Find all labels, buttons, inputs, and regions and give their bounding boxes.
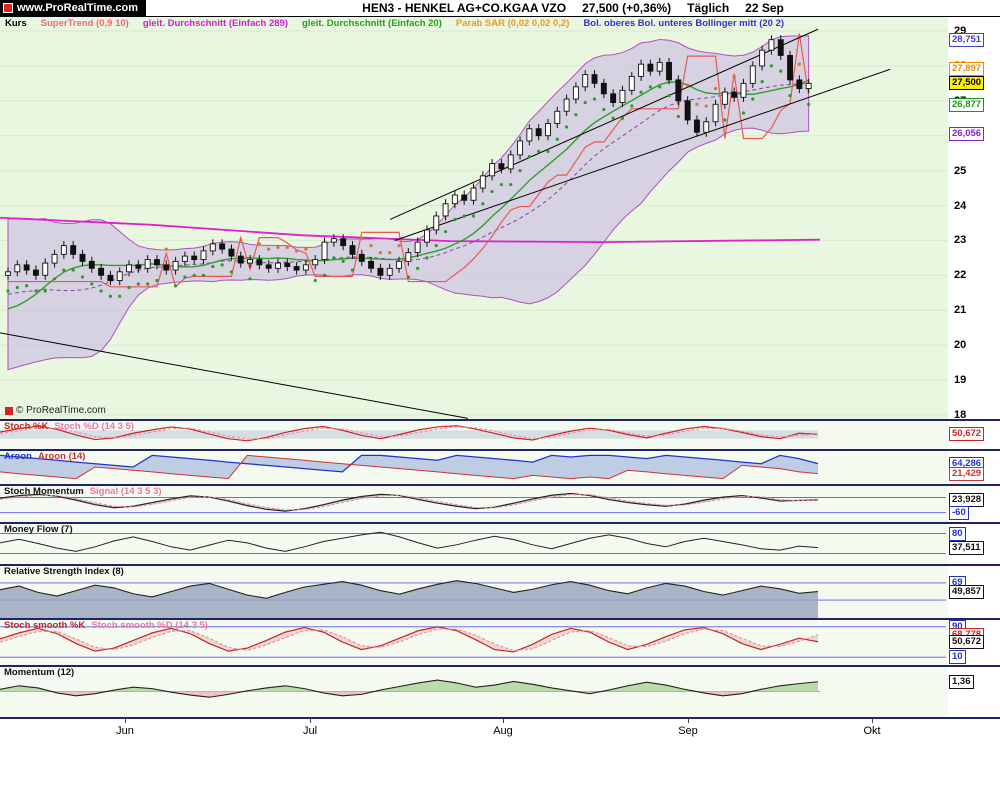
legend-item: Bol. oberes Bol. unteres Bollinger mitt … <box>583 18 785 29</box>
main-chart-canvas[interactable] <box>0 17 1000 424</box>
indicator-value-box: 80 <box>949 526 966 541</box>
panel-label: Aroon <box>4 451 32 462</box>
indicator-value-box: 50,672 <box>949 427 985 442</box>
panel-label: Stoch smooth %D (14 3 5) <box>91 620 208 631</box>
legend-item: gleit. Durchschnitt (Einfach 20) <box>302 18 442 29</box>
date-label: 22 Sep <box>745 1 784 15</box>
price-chart-svg[interactable] <box>0 17 948 419</box>
panel-label: Stoch Momentum <box>4 486 84 497</box>
panel-momentum[interactable]: Momentum (12) 1,36 <box>0 667 1000 719</box>
panel-label: Stoch smooth %K <box>4 620 86 631</box>
x-axis-tick <box>688 719 689 723</box>
panel-label: Money Flow (7) <box>4 524 73 535</box>
main-chart[interactable]: Kurs SuperTrend (0,9 10) gleit. Durchschn… <box>0 17 1000 421</box>
panel-label: Momentum (12) <box>4 667 75 678</box>
panel-label: Relative Strength Index (8) <box>4 566 124 577</box>
panel-title: Aroon Aroon (14) <box>4 451 85 462</box>
panel-label: Aroon (14) <box>37 451 86 462</box>
chart-title: HEN3 - HENKEL AG+CO.KGAA VZO 27,500 (+0,… <box>146 1 1000 15</box>
kurs-label: Kurs <box>5 18 27 29</box>
panel-title: Momentum (12) <box>4 667 74 678</box>
indicator-value-box: 50,672 <box>949 634 985 649</box>
panel-title: Money Flow (7) <box>4 524 73 535</box>
stoch-smooth-svg[interactable] <box>0 620 948 665</box>
aroon-svg[interactable] <box>0 451 948 484</box>
panel-title: Stoch smooth %K Stoch smooth %D (14 3 5) <box>4 620 208 631</box>
rsi-svg[interactable] <box>0 566 948 618</box>
timeframe-label: Täglich <box>687 1 730 15</box>
indicator-value-box: 1,36 <box>949 674 974 689</box>
symbol-name: HEN3 - HENKEL AG+CO.KGAA VZO <box>362 1 567 15</box>
stoch-momentum-svg[interactable] <box>0 486 948 522</box>
panel-title: Relative Strength Index (8) <box>4 566 124 577</box>
x-axis-tick <box>872 719 873 723</box>
legend-item: SuperTrend (0,9 10) <box>40 18 129 29</box>
x-axis-tick <box>125 719 126 723</box>
panel-label: Stoch %D (14 3 5) <box>54 421 135 432</box>
panel-title: Stoch %K Stoch %D (14 3 5) <box>4 421 134 432</box>
panel-label: Stoch %K <box>4 421 49 432</box>
panel-stoch-momentum[interactable]: Stoch Momentum Signal (14 3 5 3) 23,928 -60… <box>0 486 1000 524</box>
panels: Stoch %K Stoch %D (14 3 5) 50,672 Aroon Aroo… <box>0 421 1000 719</box>
x-axis-month-label: Sep <box>678 725 698 737</box>
panel-stoch-smooth[interactable]: Stoch smooth %K Stoch smooth %D (14 3 5) 9… <box>0 620 1000 667</box>
copyright: © ProRealTime.com <box>5 405 106 416</box>
momentum-svg[interactable] <box>0 667 948 717</box>
copyright-logo-icon <box>5 406 13 415</box>
quote-value: 27,500 (+0,36%) <box>582 1 672 15</box>
panel-title: Stoch Momentum Signal (14 3 5 3) <box>4 486 162 497</box>
prorealtime-logo-icon <box>3 3 13 13</box>
indicator-value-box: -60 <box>949 505 969 520</box>
x-axis-tick <box>503 719 504 723</box>
header: www.ProRealTime.com HEN3 - HENKEL AG+CO.… <box>0 0 1000 17</box>
indicator-value-box: 21,429 <box>949 466 985 481</box>
panel-stoch[interactable]: Stoch %K Stoch %D (14 3 5) 50,672 <box>0 421 1000 451</box>
money-flow-svg[interactable] <box>0 524 948 564</box>
panel-rsi[interactable]: Relative Strength Index (8) 69 49,857 <box>0 566 1000 620</box>
site-url: www.ProRealTime.com <box>17 2 139 14</box>
legend-item: gleit. Durchschnitt (Einfach 289) <box>142 18 288 29</box>
x-axis-month-label: Jun <box>116 725 134 737</box>
x-axis-tick <box>310 719 311 723</box>
legend-item: Parab SAR (0,02 0,02 0,2) <box>455 18 570 29</box>
panel-money-flow[interactable]: Money Flow (7) 80 37,511 <box>0 524 1000 566</box>
x-axis-month-label: Jul <box>302 725 318 737</box>
indicator-value-box: 49,857 <box>949 584 985 599</box>
x-axis-month-label: Aug <box>493 725 513 737</box>
indicator-value-box: 37,511 <box>949 540 984 555</box>
panel-aroon[interactable]: Aroon Aroon (14) 64,286 21,429 <box>0 451 1000 486</box>
panel-label: Signal (14 3 5 3) <box>89 486 162 497</box>
site-link[interactable]: www.ProRealTime.com <box>0 0 147 17</box>
x-axis-month-label: Okt <box>863 725 881 737</box>
chart-legend: Kurs SuperTrend (0,9 10) gleit. Durchschn… <box>5 18 784 29</box>
stoch-svg[interactable] <box>0 421 948 449</box>
indicator-value-box: 10 <box>949 650 966 665</box>
x-axis: Jun Jul Aug Sep Okt <box>0 719 1000 741</box>
